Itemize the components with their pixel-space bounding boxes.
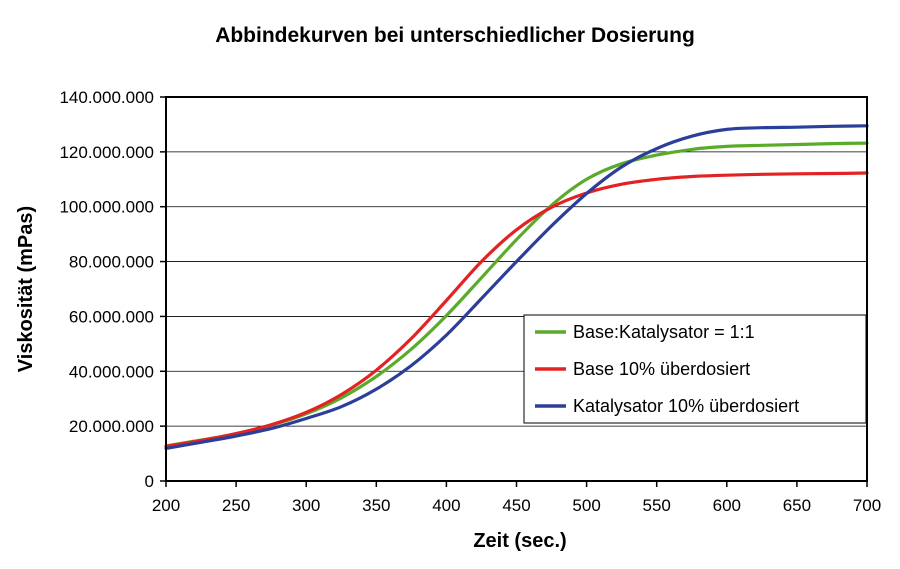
- x-tick-label: 350: [362, 496, 390, 515]
- y-tick-label: 40.000.000: [69, 362, 154, 381]
- y-tick-label: 20.000.000: [69, 417, 154, 436]
- y-tick-label: 0: [145, 472, 154, 491]
- x-tick-label: 450: [502, 496, 530, 515]
- legend-label: Base:Katalysator = 1:1: [573, 322, 755, 342]
- series-lines: [164, 124, 869, 450]
- x-tick-label: 550: [643, 496, 671, 515]
- y-tick-label: 80.000.000: [69, 253, 154, 272]
- x-tick-label: 250: [222, 496, 250, 515]
- x-axis-ticks: 200 250 300 350 400 450 500 550 600 650 700: [152, 481, 881, 515]
- x-axis-label: Zeit (sec.): [473, 530, 566, 552]
- x-tick-label: 200: [152, 496, 180, 515]
- y-tick-label: 120.000.000: [59, 143, 154, 162]
- y-axis-ticks: 0 20.000.000 40.000.000 60.000.000 80.000.00…: [59, 88, 166, 491]
- series-line-3: [164, 124, 869, 450]
- legend-box: [523, 314, 867, 424]
- legend-label: Base 10% überdosiert: [573, 359, 750, 379]
- x-tick-label: 600: [713, 496, 741, 515]
- x-tick-label: 700: [853, 496, 881, 515]
- legend: Base:Katalysator = 1:1 Base 10% überdosie…: [523, 314, 867, 424]
- series-line-2: [164, 171, 869, 448]
- x-tick-label: 500: [572, 496, 600, 515]
- y-axis-label: Viskosität (mPas): [15, 206, 37, 372]
- chart-title: Abbindekurven bei unterschiedlicher Dosi…: [215, 24, 695, 47]
- y-tick-label: 60.000.000: [69, 307, 154, 326]
- x-tick-label: 650: [783, 496, 811, 515]
- y-tick-label: 140.000.000: [59, 88, 154, 107]
- x-tick-label: 400: [432, 496, 460, 515]
- x-tick-label: 300: [292, 496, 320, 515]
- legend-label: Katalysator 10% überdosiert: [573, 396, 799, 416]
- y-tick-label: 100.000.000: [59, 198, 154, 217]
